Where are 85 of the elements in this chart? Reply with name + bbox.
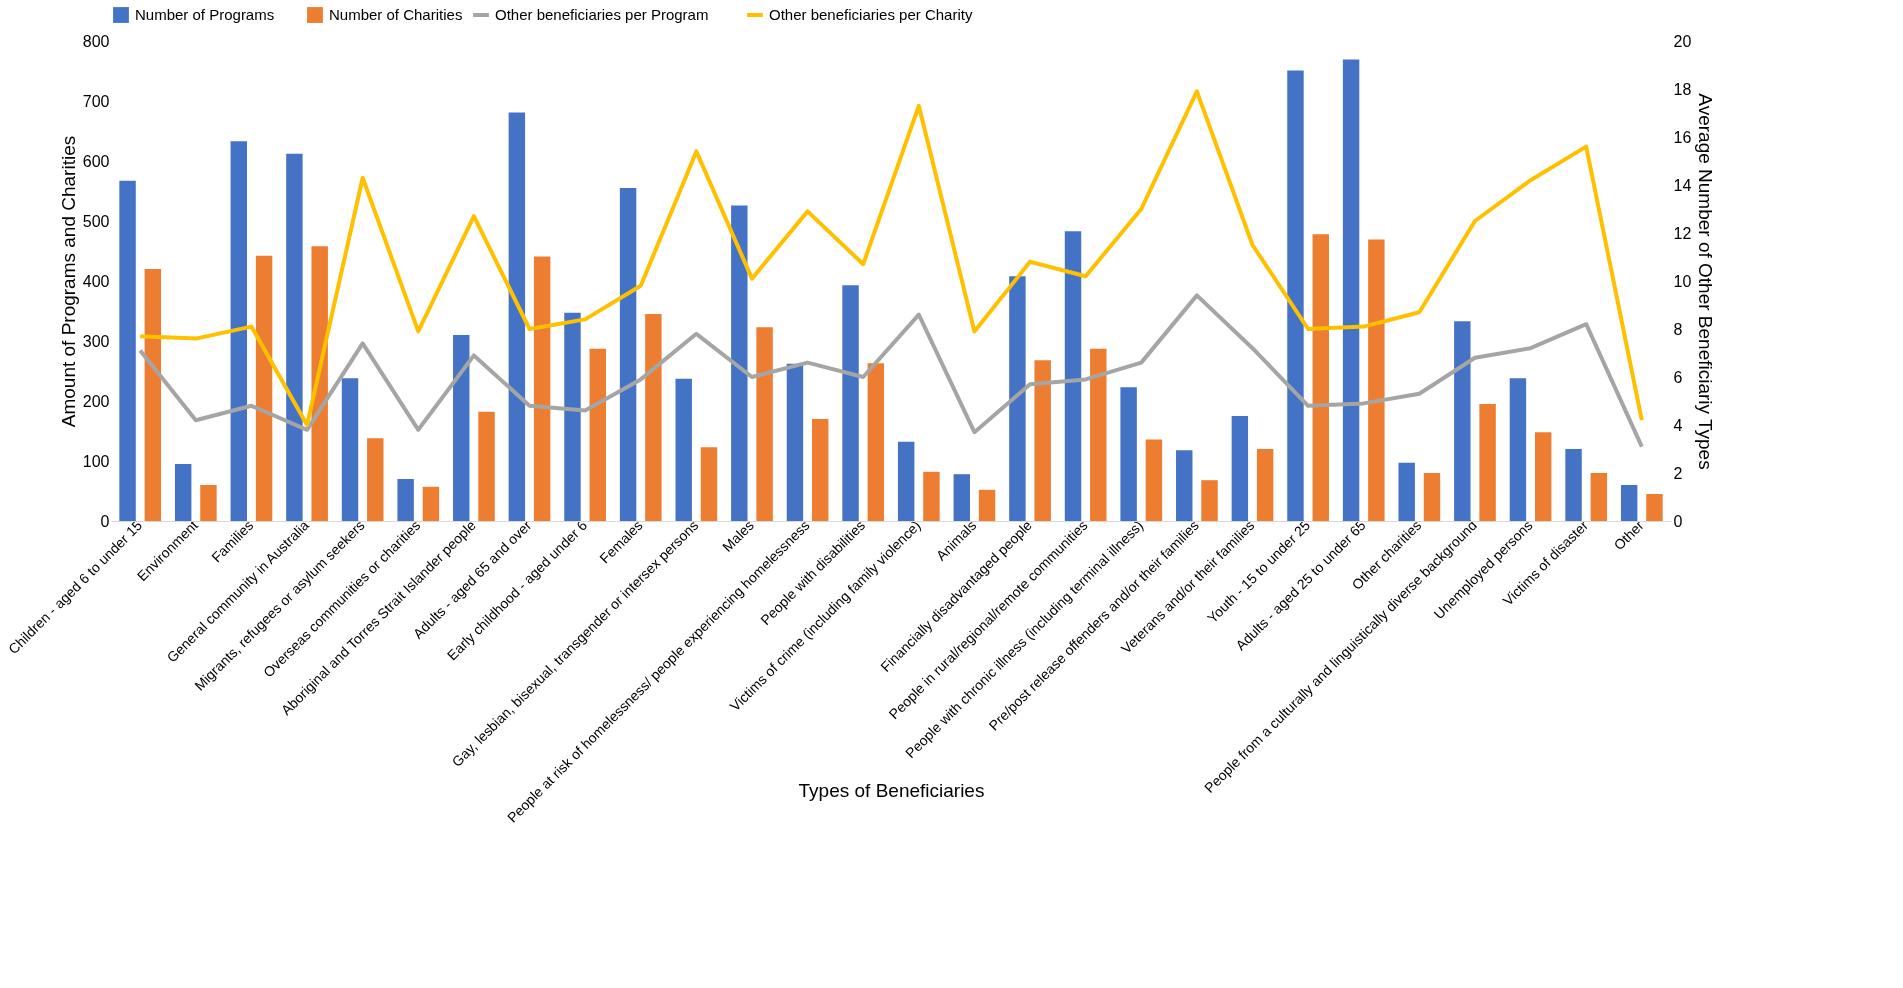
bar	[1535, 432, 1552, 521]
x-axis-title: Types of Beneficiaries	[798, 779, 985, 801]
bar	[422, 486, 440, 521]
bar	[1590, 473, 1608, 521]
bar	[230, 141, 247, 521]
bar	[453, 335, 470, 521]
bar	[1034, 360, 1051, 521]
bar	[589, 348, 606, 521]
bar	[286, 153, 303, 521]
bar	[144, 269, 162, 521]
y-axis-title: Amount of Programs and Charities	[57, 135, 79, 428]
bar	[1423, 473, 1441, 521]
y2-tick-label: 12	[1673, 224, 1692, 242]
y-tick-label: 200	[82, 392, 110, 410]
y-tick-label: 700	[82, 92, 110, 110]
y-tick-label: 400	[82, 272, 110, 290]
bar	[1479, 404, 1496, 521]
y2-tick-label: 4	[1673, 416, 1683, 434]
bar	[1312, 234, 1329, 521]
bar	[200, 485, 217, 521]
bar	[645, 314, 662, 521]
bar	[619, 188, 637, 521]
bar	[923, 471, 940, 521]
bar	[1176, 450, 1193, 521]
bar	[1201, 480, 1218, 521]
bar	[367, 438, 384, 521]
y2-axis-title: Average Number of Other Beneficiariy Types	[1695, 93, 1717, 470]
y-tick-label: 600	[82, 152, 110, 170]
bar	[756, 327, 773, 521]
y-tick-label: 300	[82, 332, 110, 350]
bar	[1287, 70, 1304, 521]
bar	[1009, 276, 1026, 521]
bar	[1120, 387, 1137, 521]
y-tick-label: 0	[100, 512, 110, 530]
bar	[1368, 239, 1385, 521]
bar	[341, 378, 359, 521]
bar	[867, 363, 885, 521]
bar	[700, 447, 718, 521]
bar	[812, 419, 829, 521]
bar	[1454, 321, 1471, 521]
legend-label: Other beneficiaries per Program	[495, 6, 709, 23]
y-tick-label: 500	[82, 212, 110, 230]
bar	[1342, 59, 1360, 521]
bar	[311, 246, 328, 521]
bar	[564, 312, 581, 521]
bar	[478, 411, 495, 521]
y-tick-label: 800	[82, 32, 110, 50]
bar	[1231, 416, 1249, 521]
legend-label: Other beneficiaries per Charity	[769, 6, 973, 23]
bar	[731, 205, 748, 521]
legend-label: Number of Programs	[135, 6, 275, 23]
bar	[786, 363, 804, 521]
bar	[1090, 348, 1107, 521]
bar	[1256, 449, 1274, 521]
bar	[1398, 462, 1415, 521]
bar	[1620, 485, 1638, 521]
y2-tick-label: 0	[1673, 512, 1683, 530]
bar	[978, 489, 996, 521]
bar	[1646, 494, 1663, 521]
y2-tick-label: 20	[1673, 32, 1692, 50]
bar	[1064, 231, 1082, 521]
line-series	[138, 89, 1644, 427]
bar	[508, 112, 526, 521]
bar	[255, 255, 273, 521]
bar	[1509, 378, 1527, 521]
y2-tick-label: 10	[1673, 272, 1692, 290]
bar	[397, 479, 414, 521]
y2-tick-label: 16	[1673, 128, 1692, 146]
line-series	[138, 293, 1644, 449]
bar	[533, 256, 551, 521]
bar	[174, 464, 192, 521]
y-tick-label: 100	[82, 452, 110, 470]
bar	[675, 378, 692, 521]
bar	[897, 441, 915, 521]
y2-tick-label: 8	[1673, 320, 1683, 338]
bar	[119, 180, 136, 521]
bar	[953, 474, 970, 521]
legend-label: Number of Charities	[329, 6, 463, 23]
bar	[1565, 449, 1582, 521]
y2-tick-label: 18	[1673, 80, 1692, 98]
y2-tick-label: 2	[1673, 464, 1683, 482]
bar	[1145, 439, 1163, 521]
y2-tick-label: 6	[1673, 368, 1683, 386]
bar	[842, 285, 859, 521]
y2-tick-label: 14	[1673, 176, 1692, 194]
